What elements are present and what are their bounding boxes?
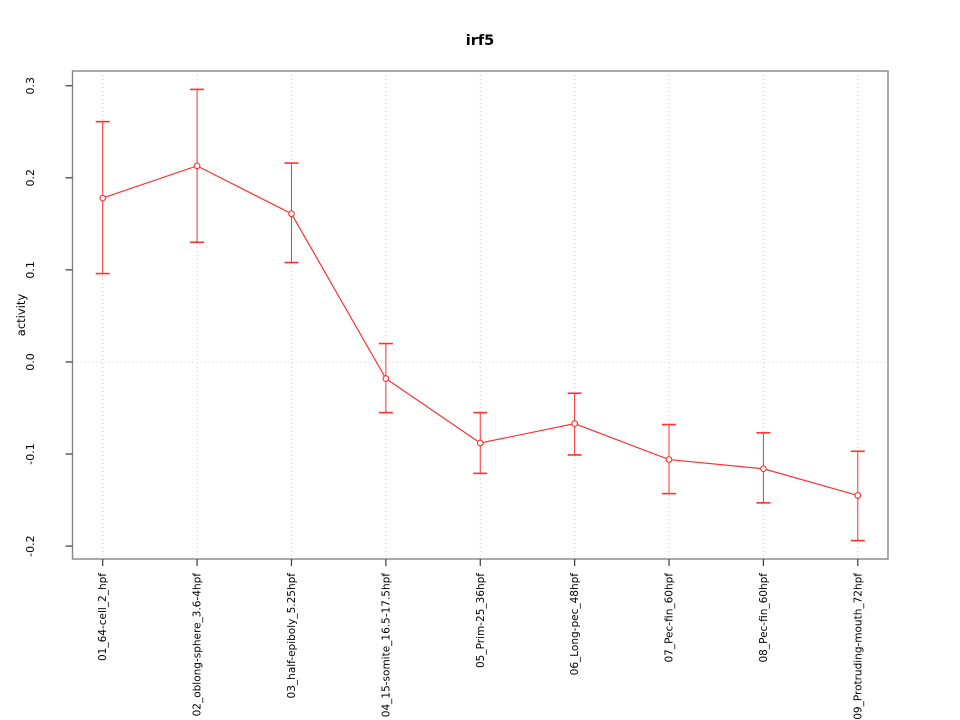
data-point — [571, 420, 578, 427]
x-category-label: 02_oblong-sphere_3.6-4hpf — [192, 573, 204, 717]
y-tick-label: 0.1 — [24, 261, 37, 279]
data-point — [476, 439, 484, 447]
data-point — [665, 456, 673, 463]
x-category-label: 04_15-somite_16.5-17.5hpf — [380, 573, 392, 717]
y-tick-label: 0.2 — [24, 169, 37, 187]
y-tick-label: -0.2 — [24, 535, 37, 556]
y-tick-label: 0.3 — [24, 77, 37, 95]
data-point — [382, 375, 390, 382]
chart-title: irf5 — [465, 33, 495, 49]
data-point — [193, 162, 201, 170]
x-category-label: 07_Pec-fin_60hpf — [664, 573, 676, 663]
data-point — [99, 194, 107, 202]
x-category-label: 01_64-cell_2_hpf — [97, 573, 109, 661]
x-category-label: 05_Prim-25_36hpf — [475, 573, 487, 668]
x-category-label: 08_Pec-fin_60hpf — [758, 573, 770, 663]
x-category-label: 03_half-epiboly_5.25hpf — [286, 573, 298, 699]
x-category-label: 09_Protruding-mouth_72hpf — [852, 573, 864, 720]
data-point — [854, 492, 862, 499]
y-tick-label: 0.0 — [24, 353, 37, 371]
x-category-label: 06_Long-pec_48hpf — [569, 573, 581, 676]
data-point — [288, 210, 295, 218]
data-point — [760, 465, 767, 473]
y-tick-label: -0.1 — [24, 443, 37, 464]
